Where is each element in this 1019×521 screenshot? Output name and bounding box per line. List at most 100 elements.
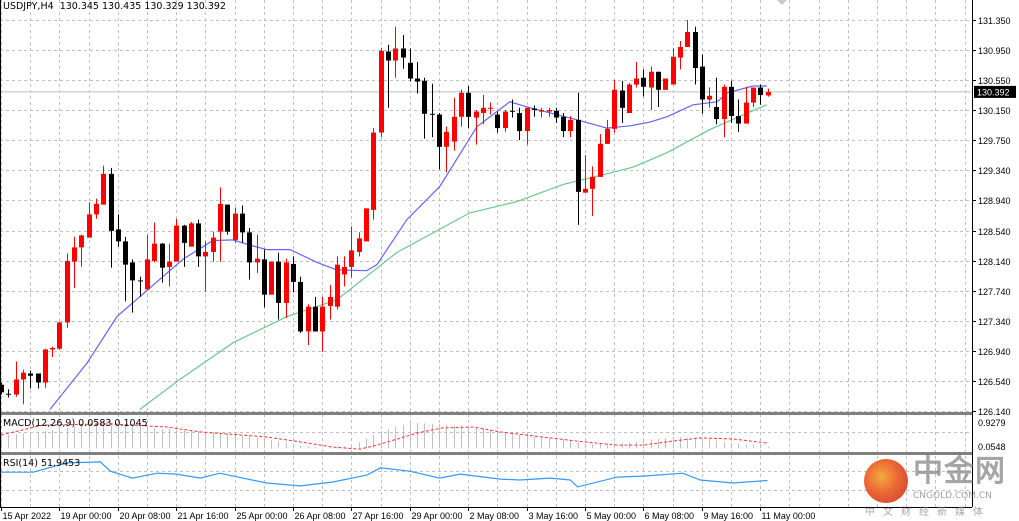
ma-fast-line [49, 85, 767, 410]
bear-candle [28, 370, 33, 389]
bull-candle [306, 304, 311, 345]
bear-candle [430, 83, 435, 138]
rsi-label: RSI(14) 51.9453 [3, 458, 81, 469]
bull-candle [371, 128, 376, 220]
bear-candle [714, 77, 719, 125]
candle-body [379, 50, 384, 133]
candle-body [517, 113, 522, 132]
bear-candle [736, 99, 741, 132]
macd-axis-label: 0.0548 [978, 442, 1006, 452]
candle-body [525, 107, 530, 132]
macd-label: MACD(12,26,9) 0.0583 0.1045 [3, 418, 148, 429]
candle-body [627, 84, 632, 114]
time-axis-label: 21 Apr 16:00 [178, 511, 229, 521]
open-value: 130.345 [59, 1, 99, 12]
time-axis-label: 20 Apr 08:00 [120, 511, 171, 521]
scroll-marker-icon [777, 0, 787, 5]
candle-body [247, 232, 252, 263]
candle-body [408, 62, 413, 79]
candle-body [539, 110, 544, 112]
bear-candle [116, 214, 121, 247]
bull-candle [87, 202, 92, 238]
candle-body [641, 77, 646, 87]
time-axis-label: 2 May 08:00 [470, 511, 520, 521]
candle-body [510, 110, 515, 112]
candle-body [357, 238, 362, 252]
candle-body [101, 173, 106, 205]
bear-candle [554, 107, 559, 123]
candle-body [225, 204, 230, 232]
candle-body [590, 176, 595, 189]
bull-candle [444, 126, 449, 173]
candle-body [87, 214, 92, 238]
candle-body [649, 71, 654, 88]
candle-body [364, 208, 369, 242]
bull-candle [503, 110, 508, 132]
bull-candle [152, 222, 157, 263]
bear-candle [123, 236, 128, 302]
bull-candle [101, 165, 106, 205]
bull-candle [583, 155, 588, 193]
bear-candle [495, 111, 500, 133]
candle-body [700, 66, 705, 100]
bull-candle [218, 187, 223, 262]
bear-candle [298, 276, 303, 333]
candle-body [116, 229, 121, 242]
candle-body [167, 261, 172, 267]
bull-candle [678, 41, 683, 70]
rsi-line [1, 461, 768, 488]
candle-body [729, 86, 734, 117]
candle-body [415, 78, 420, 82]
candle-body [671, 56, 676, 85]
time-axis-label: 5 May 00:00 [587, 511, 637, 521]
bear-candle [466, 86, 471, 129]
high-value: 130.435 [102, 1, 142, 12]
bear-candle [700, 54, 705, 114]
bull-candle [284, 258, 289, 318]
candle-body [218, 203, 223, 232]
pane-separator [0, 452, 972, 455]
bull-candle [50, 346, 55, 357]
candle-body [371, 132, 376, 210]
candle-body [422, 80, 427, 114]
pane-separator [0, 412, 972, 415]
candle-body [561, 116, 566, 132]
bull-candle [79, 234, 84, 267]
ma-slow-line [139, 104, 768, 410]
candle-body [620, 90, 625, 108]
chart-header: USDJPY,H4 130.345 130.435 130.329 130.39… [3, 1, 226, 12]
candle-body [269, 261, 274, 295]
candle-body [36, 373, 41, 383]
candle-body [50, 347, 55, 350]
candle-body [328, 296, 333, 306]
candle-body [503, 111, 508, 129]
candle-body [196, 223, 201, 257]
bear-candle [510, 99, 515, 118]
price-axis-label: 130.150 [978, 106, 1011, 116]
bear-candle [196, 219, 201, 267]
bear-candle [6, 389, 11, 398]
candle-body [393, 48, 398, 61]
candle-body [152, 243, 157, 261]
candle-body [656, 71, 661, 90]
candle-body [634, 78, 639, 85]
candle-body [320, 306, 325, 332]
candle-body [474, 111, 479, 118]
price-axis-label: 129.340 [978, 166, 1011, 176]
candle-body [678, 47, 683, 58]
price-axis-label: 126.540 [978, 377, 1011, 387]
low-value: 130.329 [144, 1, 184, 12]
candle-body [444, 131, 449, 147]
price-axis-label: 130.950 [978, 46, 1011, 56]
candle-body [532, 108, 537, 111]
candle-body [554, 110, 559, 118]
bull-candle [590, 166, 595, 216]
bull-candle [547, 107, 552, 117]
time-axis-label: 27 Apr 16:00 [353, 511, 404, 521]
candle-body [57, 322, 62, 349]
bull-candle [539, 107, 544, 118]
bull-candle [744, 86, 749, 124]
macd-axis-label: 0.9279 [978, 418, 1006, 428]
candles [0, 20, 771, 405]
